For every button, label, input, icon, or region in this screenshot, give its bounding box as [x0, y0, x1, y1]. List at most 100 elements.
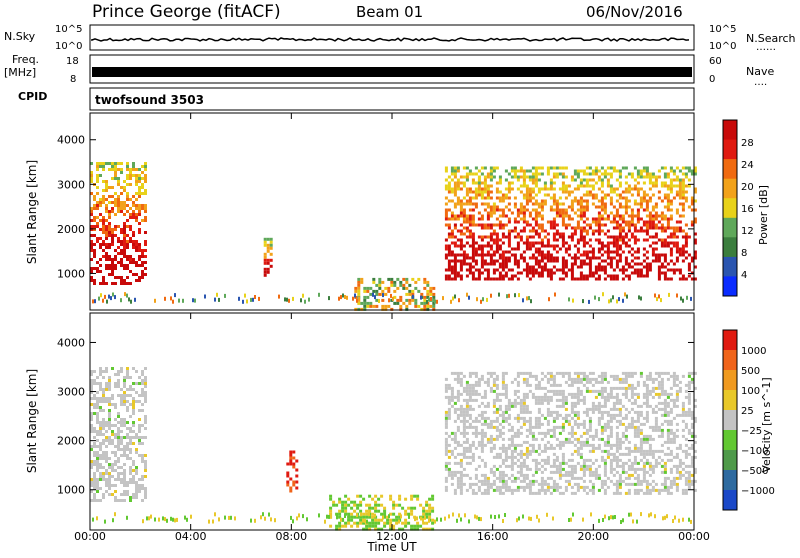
echo-cell: [489, 425, 493, 429]
echo-cell: [537, 247, 541, 251]
echo-cell: [543, 479, 547, 483]
echo-cell: [398, 503, 402, 507]
echo-cell: [672, 374, 676, 378]
echo-cell: [120, 201, 123, 204]
colorbar-swatch: [723, 390, 737, 411]
echo-cell: [447, 401, 451, 405]
echo-cell: [108, 273, 111, 276]
echo-cell: [570, 199, 574, 203]
echo-cell: [453, 371, 457, 375]
echo-cell: [471, 235, 475, 239]
echo-cell: [108, 222, 111, 225]
echo-cell: [504, 256, 508, 260]
echo-cell: [369, 286, 373, 290]
echo-cell: [96, 270, 99, 273]
echo-cell: [609, 458, 613, 462]
echo-cell: [422, 515, 426, 519]
echo-cell: [684, 199, 688, 203]
echo-cell: [456, 196, 460, 200]
echo-cell: [263, 258, 267, 262]
echo-cell: [329, 524, 333, 528]
echo-cell: [618, 202, 622, 206]
echo-cell: [468, 425, 472, 429]
echo-cell: [636, 256, 640, 260]
echo-cell: [579, 262, 583, 266]
ground-cell: [526, 296, 528, 301]
echo-cell: [591, 169, 595, 173]
echo-cell: [132, 412, 135, 415]
echo-cell: [555, 383, 559, 387]
echo-cell: [132, 496, 135, 499]
echo-cell: [141, 261, 144, 264]
echo-cell: [129, 427, 132, 430]
echo-cell: [612, 455, 616, 459]
echo-cell: [603, 458, 607, 462]
echo-cell: [480, 446, 484, 450]
colorbar-tick: 28: [741, 138, 754, 149]
ground-cell: [302, 514, 304, 519]
echo-cell: [474, 389, 478, 393]
echo-cell: [621, 404, 625, 408]
echo-cell: [594, 166, 598, 170]
echo-cell: [108, 228, 111, 231]
echo-cell: [585, 491, 589, 495]
echo-cell: [540, 485, 544, 489]
echo-cell: [462, 217, 466, 221]
echo-cell: [126, 177, 129, 180]
echo-cell: [543, 202, 547, 206]
echo-cell: [111, 424, 114, 427]
echo-cell: [627, 476, 631, 480]
echo-cell: [666, 395, 670, 399]
echo-cell: [591, 256, 595, 260]
echo-cell: [498, 476, 502, 480]
echo-cell: [362, 527, 366, 531]
echo-cell: [108, 225, 111, 228]
echo-cell: [99, 499, 102, 502]
echo-cell: [573, 491, 577, 495]
echo-cell: [615, 392, 619, 396]
echo-cell: [516, 383, 520, 387]
echo-cell: [531, 395, 535, 399]
echo-cell: [129, 385, 132, 388]
echo-cell: [645, 452, 649, 456]
echo-cell: [663, 217, 667, 221]
ground-cell: [612, 515, 614, 520]
echo-cell: [546, 187, 550, 191]
echo-cell: [507, 232, 511, 236]
echo-cell: [498, 464, 502, 468]
echo-cell: [573, 169, 577, 173]
echo-cell: [594, 434, 598, 438]
echo-cell: [588, 488, 592, 492]
echo-cell: [642, 434, 646, 438]
echo-cell: [642, 395, 646, 399]
echo-cell: [459, 404, 463, 408]
echo-cell: [501, 226, 505, 230]
echo-cell: [144, 382, 147, 385]
echo-cell: [96, 261, 99, 264]
echo-cell: [522, 211, 526, 215]
echo-cell: [687, 265, 691, 269]
echo-cell: [447, 175, 451, 179]
echo-cell: [600, 265, 604, 269]
echo-cell: [383, 524, 387, 528]
echo-cell: [639, 169, 643, 173]
freq-panel-frame: [89, 54, 695, 84]
echo-cell: [483, 479, 487, 483]
echo-cell: [486, 425, 490, 429]
echo-cell: [654, 464, 658, 468]
echo-cell: [633, 482, 637, 486]
echo-cell: [474, 187, 478, 191]
ground-cell: [234, 516, 236, 521]
echo-cell: [672, 479, 676, 483]
echo-cell: [416, 527, 420, 531]
echo-cell: [519, 452, 523, 456]
echo-cell: [642, 467, 646, 471]
echo-cell: [123, 252, 126, 255]
echo-cell: [516, 452, 520, 456]
echo-cell: [639, 458, 643, 462]
ground-cell: [602, 518, 604, 522]
echo-cell: [627, 398, 631, 402]
echo-cell: [459, 458, 463, 462]
echo-cell: [513, 461, 517, 465]
echo-cell: [600, 425, 604, 429]
